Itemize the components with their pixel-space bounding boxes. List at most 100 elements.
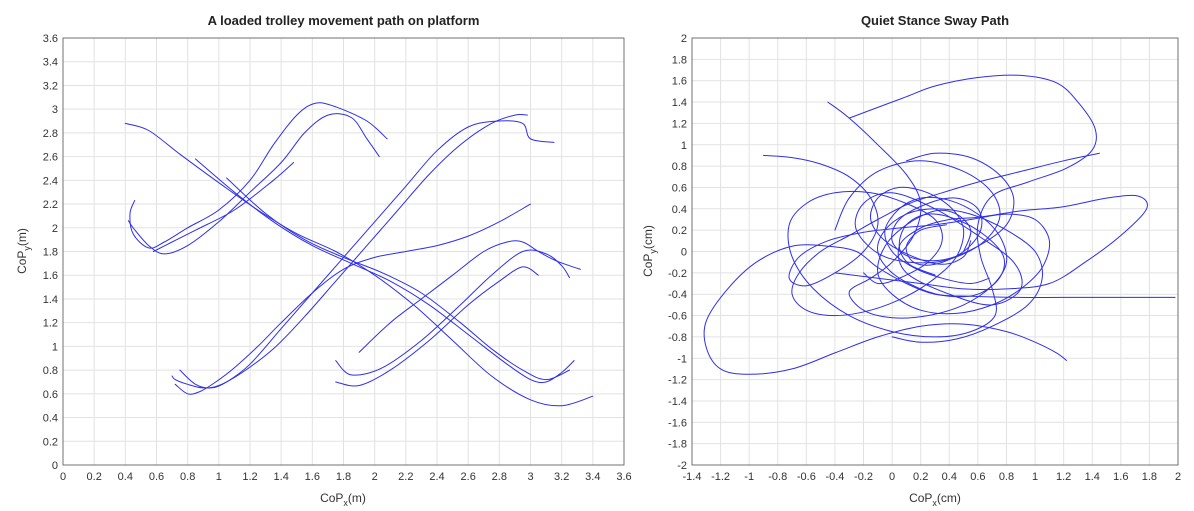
- x-axis-label: CoPx(cm): [909, 491, 961, 508]
- y-tick-label: 2.2: [43, 199, 58, 211]
- y-tick-label: 3: [52, 104, 58, 116]
- y-tick-label: 0.4: [672, 204, 687, 216]
- trace-line-1: [129, 102, 388, 249]
- x-tick-label: 0: [889, 471, 895, 483]
- axes-frame: [62, 37, 625, 466]
- x-tick-label: -0.8: [768, 471, 787, 483]
- x-tick-label: -1: [744, 471, 754, 483]
- y-tick-label: 0.6: [43, 389, 58, 401]
- axes-frame: [691, 37, 1179, 466]
- y-axis-label: CoPy(m): [15, 228, 32, 274]
- y-tick-label: 2.6: [43, 152, 58, 164]
- x-tick-label: 0.4: [942, 471, 957, 483]
- trace-line-7: [877, 208, 1043, 343]
- plot-lines: [124, 102, 594, 407]
- y-tick-label: 2: [681, 33, 687, 45]
- x-tick-label: -1.4: [683, 471, 702, 483]
- trace-line-5: [171, 113, 528, 389]
- x-tick-label: -0.4: [825, 471, 844, 483]
- x-tick-label: 3.4: [585, 471, 600, 483]
- plot-lines: [703, 74, 1176, 375]
- y-tick-label: -1: [677, 353, 687, 365]
- y-axis-label: CoPy(cm): [641, 225, 658, 277]
- x-tick-label: 0.8: [999, 471, 1014, 483]
- y-tick-label: -2: [677, 460, 687, 472]
- x-tick-label: -0.6: [797, 471, 816, 483]
- trace-line-8: [891, 152, 1015, 266]
- y-tick-label: 0.4: [43, 413, 58, 425]
- x-tick-label: 1.6: [305, 471, 320, 483]
- x-tick-label: 0.8: [180, 471, 195, 483]
- chart-title: A loaded trolley movement path on platfo…: [208, 13, 480, 28]
- trace-line-2: [834, 160, 1148, 306]
- x-axis-label: CoPx(m): [320, 491, 366, 508]
- x-tick-label: 1: [1032, 471, 1038, 483]
- trace-line-4: [179, 120, 555, 389]
- chart-trolley-path: A loaded trolley movement path on platfo…: [15, 13, 632, 508]
- y-tick-label: 0.2: [672, 225, 687, 237]
- y-tick-label: 1.8: [672, 54, 687, 66]
- x-tick-label: 2.6: [461, 471, 476, 483]
- y-tick-label: -1.4: [668, 396, 687, 408]
- y-tick-label: 0.8: [43, 365, 58, 377]
- y-tick-label: 0.6: [672, 182, 687, 194]
- x-tick-label: 3: [527, 471, 533, 483]
- x-tick-label: 2.4: [429, 471, 444, 483]
- y-tick-label: 0.8: [672, 161, 687, 173]
- y-tick-label: 1: [52, 341, 58, 353]
- x-tick-labels: -1.4 -1.2 -1 -0.8 -0.6 -0.4 -0.2 0 0.2 0.4 0.6 0.8 1…: [683, 471, 1182, 483]
- y-tick-label: 1.4: [672, 97, 687, 109]
- trace-line-3: [787, 74, 1098, 338]
- y-tick-label: 1.2: [672, 118, 687, 130]
- x-tick-label: 1.6: [1113, 471, 1128, 483]
- trace-line-6: [763, 154, 1051, 315]
- x-tick-label: 1.4: [274, 471, 289, 483]
- y-tick-label: 3.6: [43, 33, 58, 45]
- x-tick-label: 1: [216, 471, 222, 483]
- y-tick-label: 2.8: [43, 128, 58, 140]
- y-tick-label: 1.4: [43, 294, 58, 306]
- x-tick-label: 1.4: [1085, 471, 1100, 483]
- chart-title: Quiet Stance Sway Path: [861, 13, 1009, 28]
- x-tick-label: 2.8: [492, 471, 507, 483]
- x-tick-label: 2: [372, 471, 378, 483]
- trace-line-7: [124, 122, 594, 407]
- y-tick-label: 1.8: [43, 247, 58, 259]
- x-tick-label: 0: [60, 471, 66, 483]
- y-tick-label: 2.4: [43, 175, 58, 187]
- y-tick-label: -1.2: [668, 375, 687, 387]
- y-tick-label: 3.2: [43, 80, 58, 92]
- y-tick-label: -0.2: [668, 268, 687, 280]
- trace-line-3: [152, 162, 295, 252]
- y-tick-label: 0: [681, 247, 687, 259]
- y-tick-label: 3.4: [43, 57, 58, 69]
- x-tick-label: -1.2: [711, 471, 730, 483]
- x-tick-label: 3.6: [616, 471, 631, 483]
- x-tick-label: 1.8: [336, 471, 351, 483]
- x-tick-label: 1.2: [242, 471, 257, 483]
- trace-line-9: [226, 177, 570, 381]
- x-tick-label: 0.6: [149, 471, 164, 483]
- trace-line-8: [195, 158, 575, 384]
- y-tick-label: 2: [52, 223, 58, 235]
- x-tick-label: -0.2: [854, 471, 873, 483]
- y-tick-label: 1: [681, 140, 687, 152]
- x-tick-label: 0.2: [87, 471, 102, 483]
- x-tick-labels: 0 0.2 0.4 0.6 0.8 1 1.2 1.4 1.6 1.8 2 2.2 2.4 2.6 2.8 3…: [60, 471, 632, 483]
- trace-line-10: [358, 240, 581, 353]
- y-tick-label: 1.6: [672, 76, 687, 88]
- trace-line-2: [127, 113, 380, 255]
- trace-line-4: [827, 101, 1008, 319]
- grid: [691, 37, 1179, 466]
- x-tick-label: 3.2: [554, 471, 569, 483]
- trace-line-6: [174, 203, 531, 395]
- x-tick-label: 2.2: [398, 471, 413, 483]
- y-tick-label: 1.6: [43, 270, 58, 282]
- y-tick-label: 1.2: [43, 318, 58, 330]
- x-tick-label: 1.8: [1142, 471, 1157, 483]
- x-tick-label: 2: [1175, 471, 1181, 483]
- x-tick-label: 0.6: [970, 471, 985, 483]
- y-tick-label: 0: [52, 460, 58, 472]
- trace-line-11: [335, 249, 570, 376]
